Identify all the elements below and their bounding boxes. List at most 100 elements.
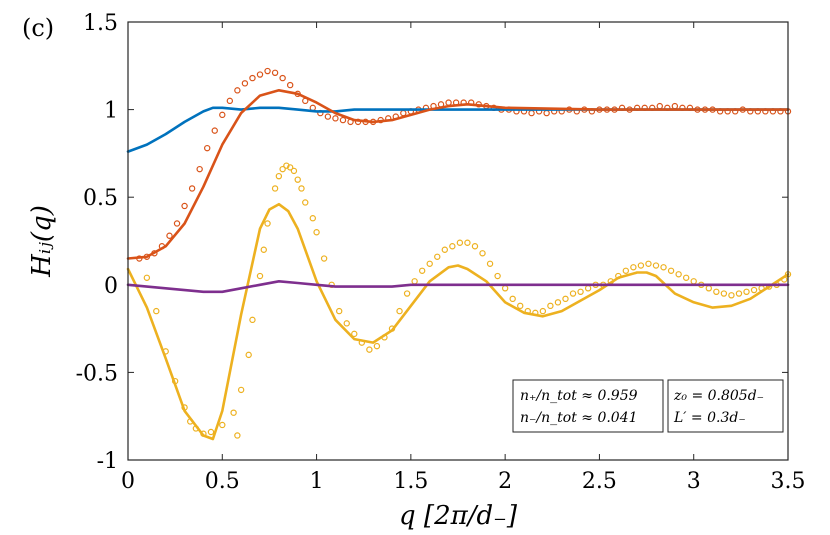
data-point (441, 246, 448, 253)
data-point (396, 307, 403, 315)
yellow-circles-markers (143, 162, 792, 439)
data-point (456, 239, 464, 246)
data-point (486, 260, 494, 267)
red-line-series (126, 89, 790, 260)
data-point (271, 69, 279, 77)
y-tick-label: 1.5 (83, 11, 118, 36)
data-point (249, 74, 256, 82)
data-point (188, 185, 196, 192)
series-layer (126, 67, 792, 441)
data-point (302, 199, 309, 206)
data-point (418, 267, 426, 274)
data-point (630, 264, 637, 271)
data-point (373, 342, 381, 350)
x-tick-label: 3.5 (771, 469, 806, 494)
data-point (667, 267, 675, 274)
data-point (494, 272, 501, 280)
data-point (203, 144, 211, 152)
x-tick-label: 2 (498, 469, 512, 494)
data-point (339, 116, 347, 124)
data-point (279, 74, 286, 82)
data-point (434, 253, 441, 260)
annotation-frame-geometry (667, 379, 784, 433)
data-point (286, 81, 294, 89)
data-point (260, 246, 267, 253)
data-point (554, 299, 562, 306)
data-point (343, 320, 350, 327)
data-point (241, 80, 249, 87)
x-axis-title: q [2π/d₋] (399, 501, 518, 531)
y-tick-label: -0.5 (76, 361, 118, 386)
data-point (366, 346, 373, 353)
data-point (403, 290, 411, 297)
y-tick-label: 0 (104, 274, 118, 299)
annotation-frame-fractions (512, 379, 664, 433)
data-point (294, 176, 301, 183)
data-point (577, 288, 584, 296)
data-point (682, 274, 690, 281)
data-point (298, 185, 305, 192)
data-point (645, 260, 652, 267)
panel-label: (c) (22, 14, 54, 42)
data-point (279, 165, 286, 173)
data-point (271, 185, 279, 192)
data-point (313, 229, 320, 236)
y-tick-label: 1 (104, 99, 118, 124)
data-point (256, 272, 264, 280)
data-point (219, 421, 226, 429)
data-point (517, 302, 524, 310)
data-point (735, 290, 743, 297)
data-point (509, 295, 516, 303)
data-point (196, 165, 203, 173)
x-tick-label: 1 (310, 469, 324, 494)
data-point (249, 316, 256, 324)
data-point (275, 172, 283, 180)
data-point (234, 432, 241, 439)
annotation-line: n₊/n_tot ≈ 0.959 (520, 388, 638, 404)
blue-line-series (126, 106, 790, 153)
data-point (547, 302, 554, 310)
data-point (309, 215, 316, 222)
purple-line-series (126, 279, 790, 294)
data-point (211, 127, 218, 134)
annotation-line: n₋/n_tot ≈ 0.041 (520, 410, 638, 426)
data-point (320, 255, 328, 262)
data-point (637, 262, 645, 269)
data-point (675, 271, 682, 278)
data-point (290, 167, 298, 175)
data-point (743, 288, 750, 296)
data-point (256, 71, 264, 78)
x-tick-label: 1.5 (393, 469, 428, 494)
annotation-box-fractions: n₊/n_tot ≈ 0.959 n₋/n_tot ≈ 0.041 (512, 379, 664, 433)
x-tick-label: 0 (121, 469, 135, 494)
x-axis-ticks: 0 0.5 1 1.5 2 2.5 3 3.5 (121, 22, 806, 494)
data-point (562, 295, 569, 303)
data-point (351, 330, 358, 338)
y-axis-ticks: -1 -0.5 0 0.5 1 1.5 (76, 11, 788, 474)
data-point (426, 260, 433, 267)
data-point (464, 239, 471, 246)
data-point (324, 113, 332, 120)
data-point (569, 290, 577, 297)
data-point (332, 115, 339, 122)
data-point (245, 351, 252, 359)
y-axis-title: Hᵢⱼ(q) (27, 205, 57, 278)
data-point (143, 274, 151, 281)
data-point (153, 307, 160, 315)
data-point (660, 264, 667, 271)
data-point (264, 220, 271, 227)
data-point (173, 220, 181, 227)
data-point (539, 307, 547, 315)
data-point (652, 262, 660, 269)
data-point (449, 243, 456, 250)
data-point (728, 292, 735, 299)
annotation-box-geometry: z₀ = 0.805d₋ L′ = 0.3d₋ (667, 379, 784, 433)
data-point (479, 250, 486, 257)
annotation-line: z₀ = 0.805d₋ (673, 388, 764, 404)
data-point (471, 243, 479, 250)
data-point (264, 67, 271, 75)
data-point (622, 267, 630, 274)
x-tick-label: 3 (687, 469, 701, 494)
data-point (336, 307, 343, 315)
